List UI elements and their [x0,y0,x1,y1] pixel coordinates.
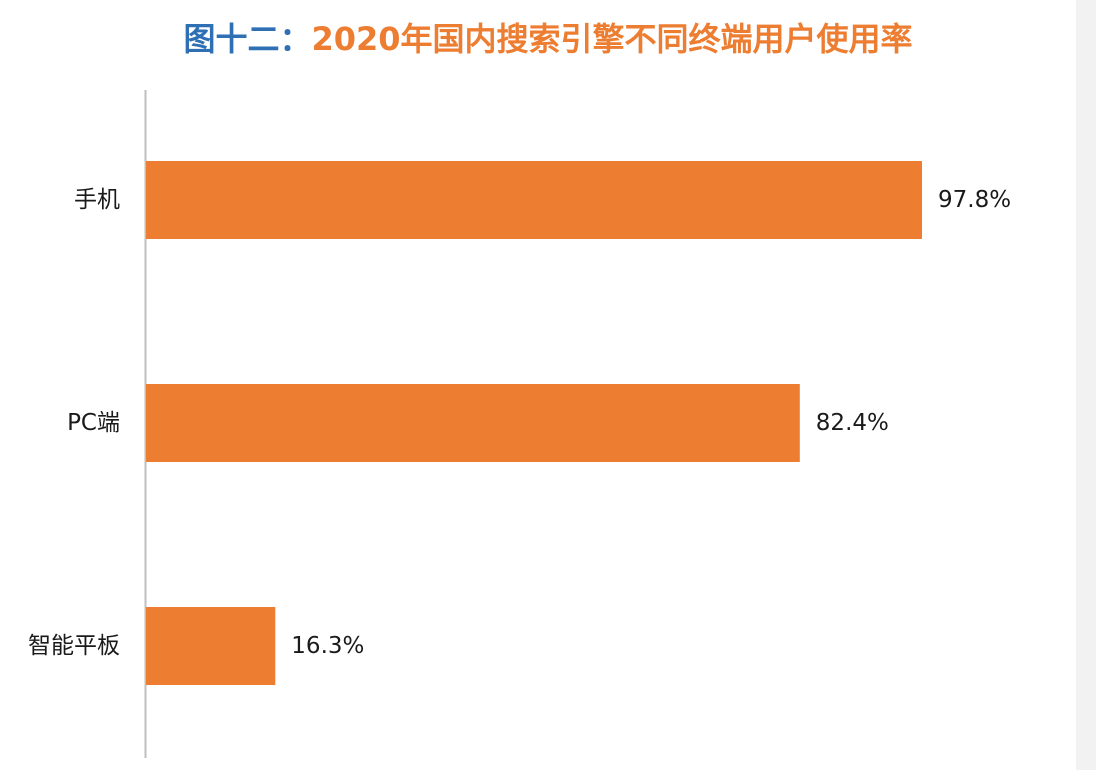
category-label-0: 手机 [74,187,120,213]
page-edge-strip [1076,0,1096,770]
value-label-2: 16.3% [291,633,364,659]
bar-1 [146,384,800,462]
category-label-1: PC端 [67,410,120,436]
category-label-2: 智能平板 [28,633,120,659]
value-label-0: 97.8% [938,187,1011,213]
chart-title: 图十二：2020年国内搜索引擎不同终端用户使用率 [0,14,1096,60]
bars-group: 手机 97.8% PC端 82.4% 智能平板 16.3% [28,161,1011,685]
bar-2 [146,607,276,685]
chart-title-text: 2020年国内搜索引擎不同终端用户使用率 [311,20,913,58]
chart-title-prefix: 图十二： [183,20,312,58]
bar-0 [146,161,922,239]
value-label-1: 82.4% [816,410,889,436]
